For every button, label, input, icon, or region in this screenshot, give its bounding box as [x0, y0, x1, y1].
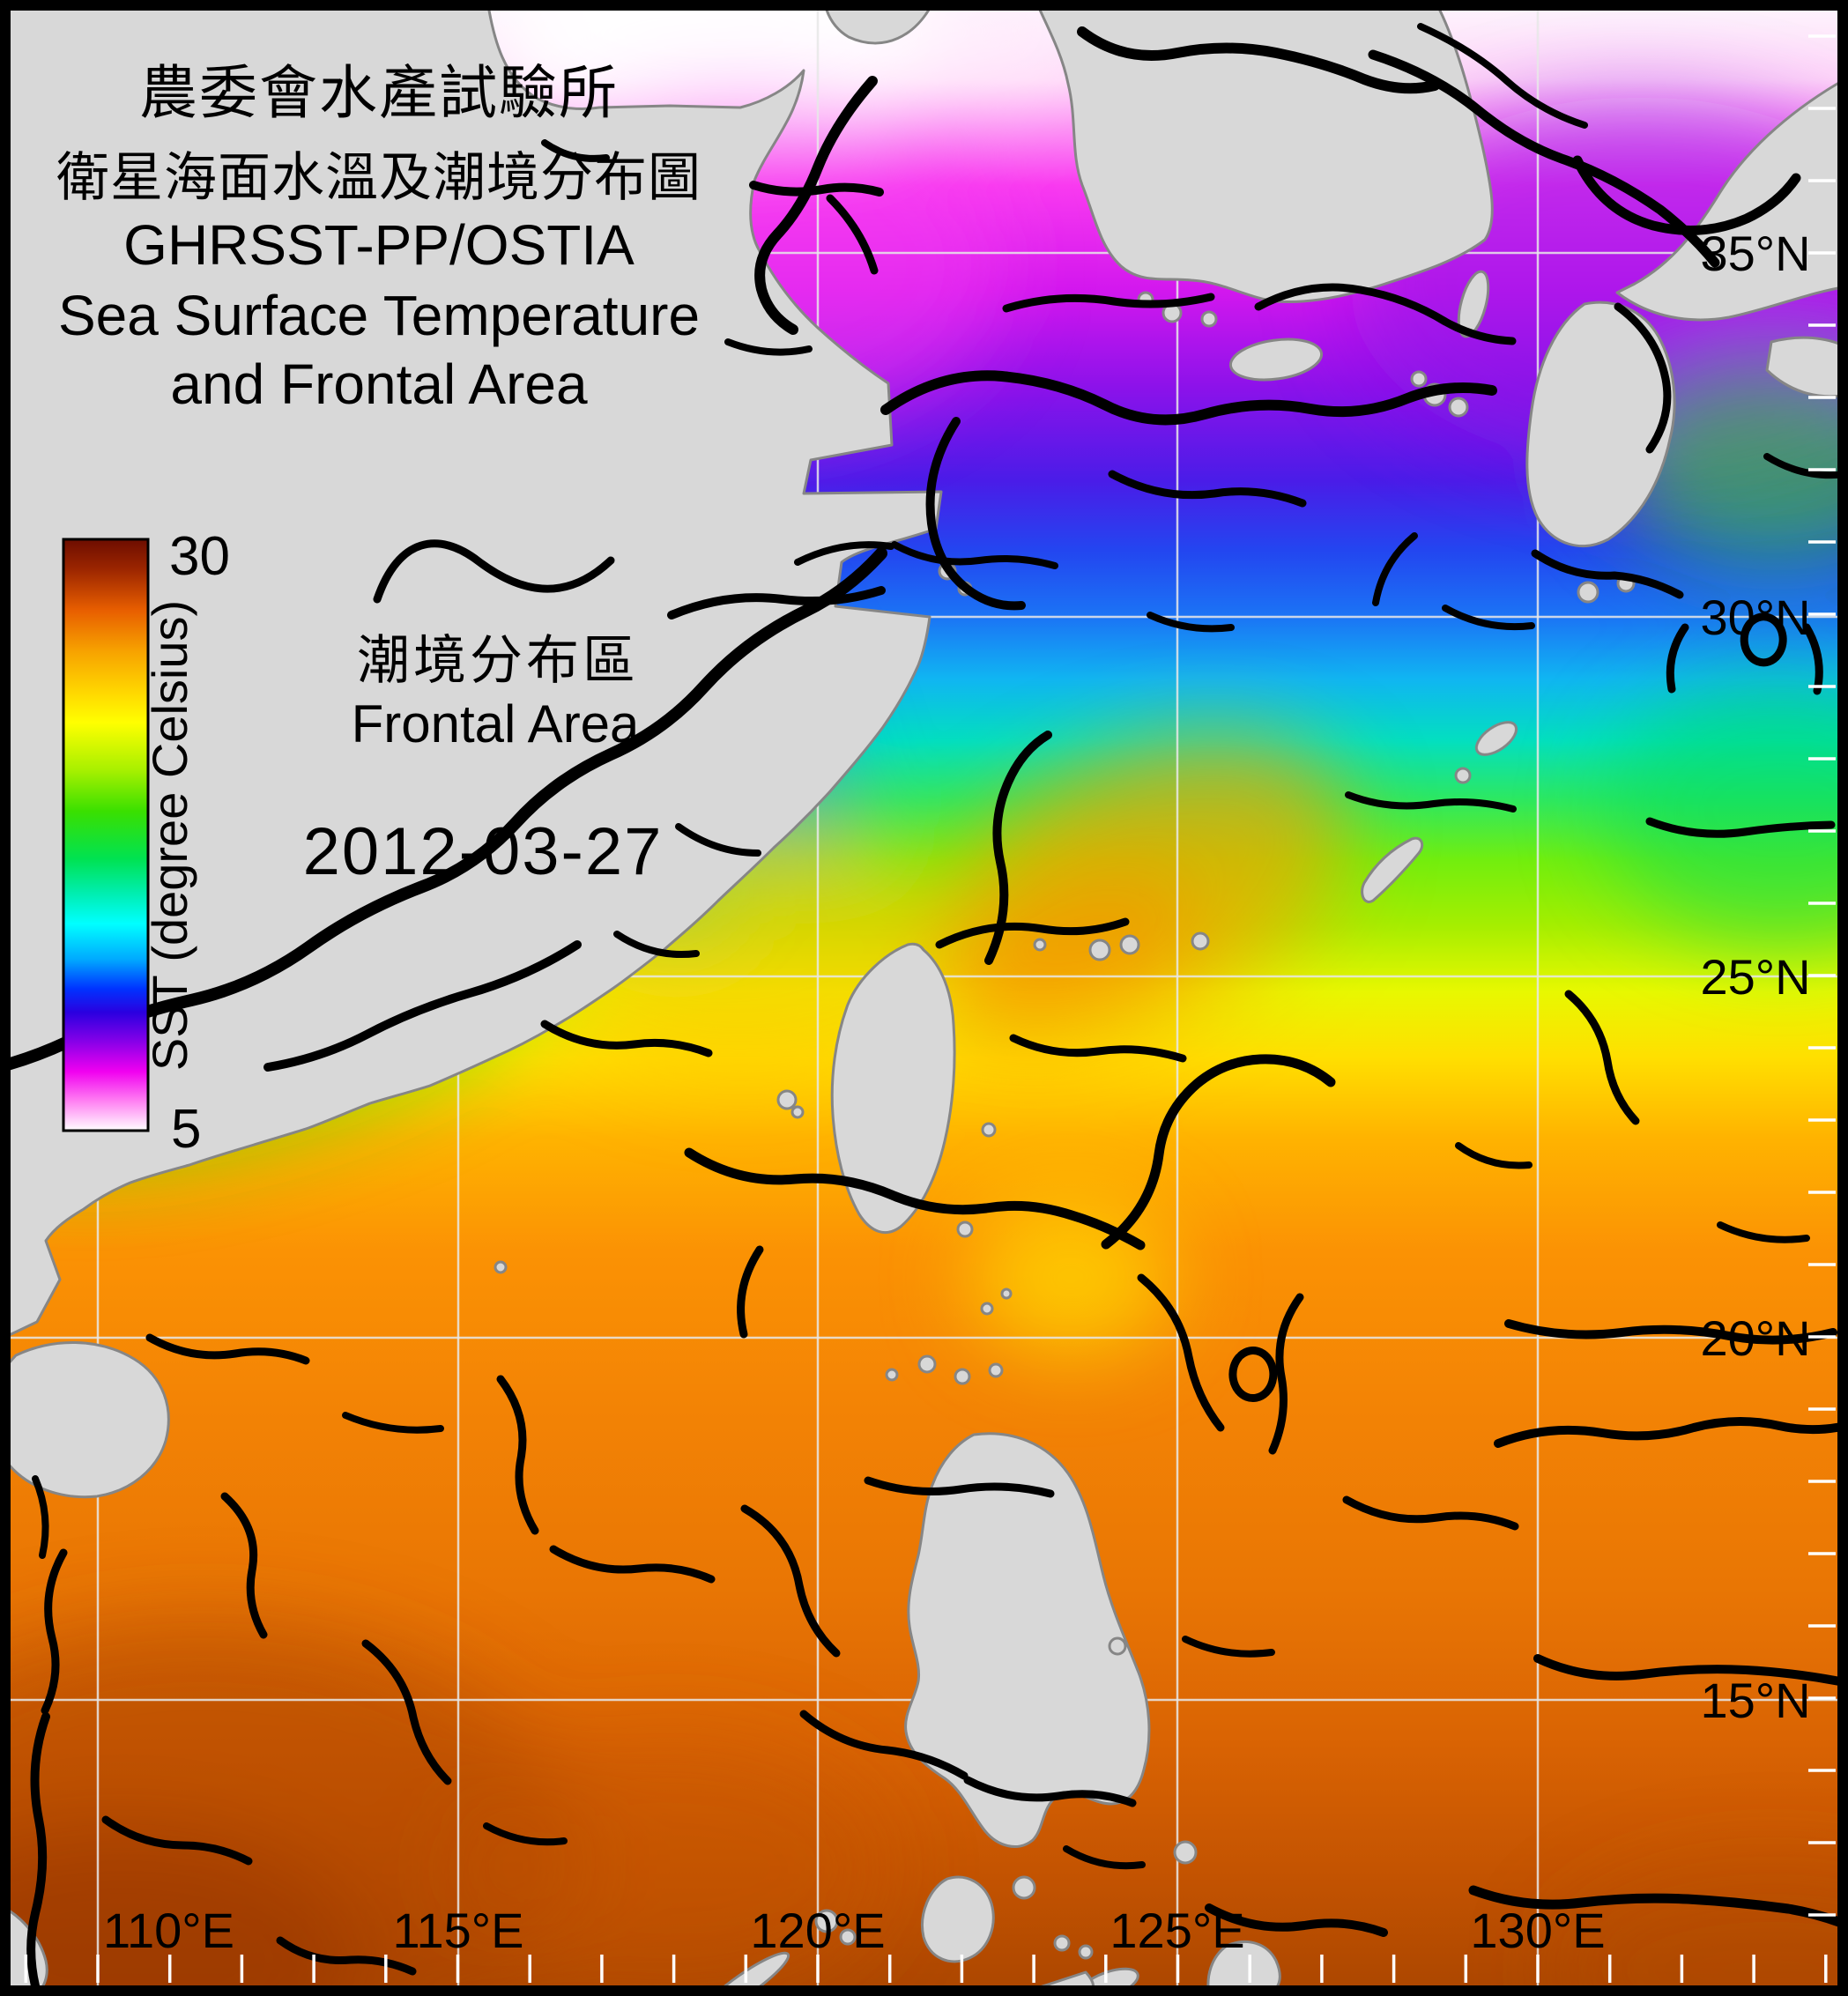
lat-label-25n: 25°N — [1700, 949, 1810, 1005]
axis-labels: 35°N 30°N 25°N 20°N 15°N 110°E 115°E 120°E 125°E… — [103, 226, 1811, 1958]
land-korea-islet — [1200, 310, 1218, 328]
land-japan-kyushu — [1525, 301, 1676, 547]
land-ishigaki — [1119, 934, 1140, 955]
title-line-zh-1: 農委會水產試驗所 — [139, 60, 619, 125]
land-panay — [1041, 1970, 1095, 1985]
land-catanduanes — [1173, 1840, 1198, 1865]
land-babuyan-islet — [988, 1362, 1004, 1378]
land-penghu — [776, 1089, 798, 1110]
land-tsushima — [1457, 270, 1490, 338]
lon-label-125e: 125°E — [1110, 1903, 1244, 1958]
lon-label-115e: 115°E — [392, 1903, 523, 1958]
land-goto-islet — [1410, 370, 1428, 388]
land-liaodong — [825, 11, 931, 45]
colorbar-min-label: 5 — [171, 1099, 201, 1160]
land-miyako — [1191, 931, 1210, 951]
land-taiwan — [830, 942, 956, 1235]
lat-label-15n: 15°N — [1700, 1673, 1810, 1728]
land-green-island — [981, 1122, 997, 1138]
land-pratas — [494, 1260, 508, 1274]
colorbar-max-label: 30 — [169, 526, 230, 587]
lon-label-110e: 110°E — [103, 1903, 234, 1958]
lon-label-120e: 120°E — [750, 1903, 885, 1958]
land-japan-shikoku — [1765, 336, 1837, 398]
lat-label-20n: 20°N — [1700, 1310, 1810, 1366]
land-polillo — [1108, 1636, 1127, 1656]
frontal-area-legend: 潮境分布區 Frontal Area 2012-03-27 — [303, 539, 664, 889]
land-mindoro — [921, 1875, 995, 1963]
colorbar-gradient-bar — [62, 538, 150, 1132]
legend-label-zh: 潮境分布區 — [357, 631, 639, 690]
land-okinawa — [1361, 836, 1424, 903]
land-calamian-islet — [839, 1928, 857, 1946]
lat-label-30n: 30°N — [1700, 590, 1810, 645]
land-romblon-islet — [1053, 1934, 1071, 1952]
degree-tick-marks — [24, 34, 1836, 1983]
land-penghu — [790, 1105, 805, 1119]
land-babuyan-islet — [917, 1354, 937, 1374]
land-osumi-islet — [1577, 581, 1599, 604]
title-line-en-2: Sea Surface Temperature — [58, 284, 700, 347]
legend-label-en: Frontal Area — [352, 694, 640, 753]
title-line-zh-2: 衛星海面水溫及潮境分布圖 — [56, 148, 701, 207]
land-calamian-islet — [814, 1909, 839, 1933]
frontal-line-symbol — [373, 539, 615, 604]
frontal-area-lines — [11, 23, 1837, 1985]
land-hainan — [11, 1340, 170, 1499]
land-ryukyu-islet — [1454, 767, 1472, 784]
land-china-mainland — [11, 11, 943, 1336]
land-babuyan-islet — [885, 1368, 899, 1382]
land-yonaguni — [1033, 938, 1047, 952]
date-label: 2012-03-27 — [303, 814, 664, 889]
land-goto-islet — [1448, 397, 1469, 418]
land-jeju-island — [1228, 338, 1324, 382]
land-batan-islet — [1000, 1287, 1013, 1300]
land-romblon-islet — [1078, 1944, 1094, 1960]
colorbar-axis-label: SST (degree Celsius) — [142, 600, 197, 1071]
land-orchid-island — [956, 1221, 974, 1238]
land-iriomote — [1088, 939, 1111, 961]
land-batan-islet — [980, 1302, 994, 1316]
lat-label-35n: 35°N — [1700, 226, 1810, 281]
sst-colorbar: 30 5 SST (degree Celsius) — [62, 526, 230, 1160]
land-japan-honshu — [1615, 82, 1837, 322]
land-samar — [1206, 1940, 1281, 1985]
land-luzon — [904, 1432, 1151, 1848]
land-marinduque — [1012, 1875, 1036, 1900]
land-amami — [1474, 721, 1518, 756]
land-babuyan-islet — [954, 1368, 971, 1385]
title-block: 農委會水產試驗所 衛星海面水溫及潮境分布圖 GHRSST-PP/OSTIA Se… — [56, 60, 701, 416]
title-line-en-1: GHRSST-PP/OSTIA — [123, 213, 635, 277]
title-line-en-3: and Frontal Area — [170, 352, 588, 416]
lon-label-130e: 130°E — [1470, 1903, 1605, 1958]
land-palawan — [699, 1951, 790, 1985]
